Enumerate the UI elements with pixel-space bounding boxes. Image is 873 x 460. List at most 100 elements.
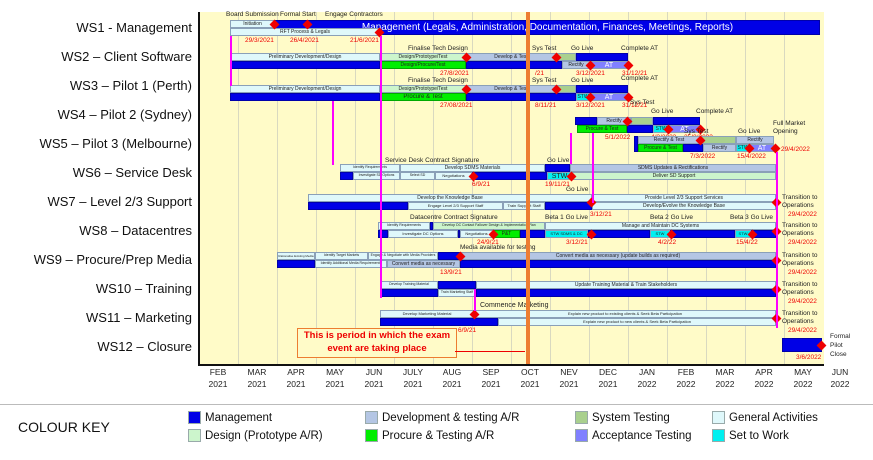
bar-mgmt bbox=[545, 164, 570, 172]
milestone-label: Go Live bbox=[566, 186, 589, 193]
bar-evolve-kb: Develop/Evolve the Knowledge Base bbox=[592, 202, 776, 210]
legend-item: Procure & Testing A/R bbox=[365, 429, 494, 442]
milestone-label: Transition to Operations bbox=[782, 194, 818, 209]
axis-tick: APR 2021 bbox=[286, 367, 306, 389]
milestone-label: Go Live bbox=[547, 157, 570, 164]
milestone-date: 29/4/2022 bbox=[788, 211, 817, 218]
bar-mgmt bbox=[466, 61, 562, 69]
gridline bbox=[628, 12, 629, 364]
bar-mgmt bbox=[634, 136, 638, 152]
milestone-date: 29/4/2022 bbox=[781, 146, 810, 153]
bar-engage-media: Engage & Negotiate with Media Providers bbox=[368, 252, 438, 260]
milestone-label: Complete AT bbox=[621, 75, 659, 82]
axis-tick: SEP 2021 bbox=[481, 367, 501, 389]
milestone-label: Transition to Operations bbox=[782, 222, 818, 237]
swatch-icon bbox=[712, 429, 725, 442]
ws-label: WS3 – Pilot 1 (Perth) bbox=[69, 78, 192, 93]
milestone-date: 3/12/21 bbox=[590, 211, 612, 218]
bar-develop-marketing: Develop Marketing Material bbox=[380, 310, 474, 318]
bar-golive bbox=[576, 53, 628, 61]
legend-title: COLOUR KEY bbox=[18, 419, 110, 435]
bar-mgmt bbox=[277, 260, 315, 268]
bar-mgmt bbox=[472, 172, 547, 180]
gantt-chart-area: Board Submission Formal Start Engage Con… bbox=[198, 11, 850, 366]
milestone-date: 5/1/2022 bbox=[605, 134, 631, 141]
swatch-icon bbox=[575, 429, 588, 442]
milestone-date: 13/9/21 bbox=[440, 269, 462, 276]
dependency-line bbox=[592, 133, 594, 203]
dependency-line bbox=[474, 289, 476, 311]
ws-label: WS9 – Procure/Prep Media bbox=[33, 252, 192, 267]
bar-provide-support: Provide Level 2/3 Support Services bbox=[592, 194, 776, 202]
milestone-date: 3/6/2022 bbox=[796, 354, 822, 361]
ws-label: WS10 – Training bbox=[95, 281, 192, 296]
bar-design-procure: Design/Procure/Test bbox=[380, 61, 466, 69]
ws-label: WS2 – Client Software bbox=[61, 49, 192, 64]
ws-label: WS4 – Pilot 2 (Sydney) bbox=[57, 107, 192, 122]
gridline bbox=[433, 12, 434, 364]
x-axis: FEB 2021 MAR 2021 APR 2021 MAY 2021 JUN 2021 … bbox=[198, 366, 850, 400]
milestone-label: Transition to Operations bbox=[782, 310, 818, 325]
bar-mgmt bbox=[378, 230, 388, 238]
colour-key: COLOUR KEY Management Development & test… bbox=[0, 404, 873, 449]
legend-item: Management bbox=[188, 411, 272, 424]
milestone-date: 8/11/21 bbox=[535, 102, 557, 109]
legend-item: General Activities bbox=[712, 411, 818, 424]
bar-mgmt bbox=[575, 117, 597, 125]
milestone-label: Commence Marketing bbox=[480, 302, 549, 309]
gridline bbox=[511, 12, 512, 364]
bar-manage-dc: Manage and Maintain DC Systems bbox=[545, 222, 776, 230]
milestone-label: Engage Contractors bbox=[325, 11, 383, 18]
bar-develop-sdms: Develop SDMS Materials bbox=[400, 164, 545, 172]
bar-mgmt bbox=[380, 289, 438, 297]
milestone-date: 29/4/2022 bbox=[788, 298, 817, 305]
bar-procure-test: Procure & Test bbox=[638, 144, 683, 152]
exam-period-annotation: This is period in which the exam event a… bbox=[297, 328, 457, 358]
bar-golive bbox=[576, 85, 628, 93]
bar-identify-requirements: Identify Requirements bbox=[378, 222, 430, 230]
bar-sdms-updates: SDMS Updates & Rectifications bbox=[570, 164, 776, 172]
gridline bbox=[394, 12, 395, 364]
milestone-label: Go Live bbox=[571, 45, 594, 52]
milestone-label: Complete AT bbox=[621, 45, 659, 52]
milestone-label: Formal Start bbox=[280, 11, 316, 18]
bar-stw-sdms: STW SDMS & DC bbox=[545, 230, 588, 238]
bar-mgmt bbox=[458, 230, 460, 238]
milestone-date: 3/12/2021 bbox=[576, 70, 605, 77]
axis-tick: MAR 2022 bbox=[715, 367, 735, 389]
axis-tick: NEV 2021 bbox=[559, 367, 579, 389]
dependency-line bbox=[380, 36, 382, 298]
swatch-icon bbox=[712, 411, 725, 424]
bar-mgmt bbox=[545, 202, 592, 210]
bar-update-training: Update Training Material & Train Stakeho… bbox=[476, 281, 776, 289]
milestone-label: Sys Test bbox=[684, 128, 709, 135]
bar-engage-staff: Engage Level 2/3 Support Staff bbox=[408, 202, 503, 210]
gridline bbox=[667, 12, 668, 364]
bar-prelim: Preliminary Development/Design bbox=[230, 53, 380, 61]
gridline bbox=[706, 12, 707, 364]
legend-item: Development & testing A/R bbox=[365, 411, 519, 424]
milestone-label: Go Live bbox=[571, 77, 594, 84]
legend-item: Set to Work bbox=[712, 429, 789, 442]
bar-train-staff: Train Support Staff bbox=[503, 202, 545, 210]
bar-identify-markets: Identify Target Markets bbox=[315, 252, 368, 260]
bar-mgmt bbox=[460, 260, 776, 268]
milestone-date: 29/4/2022 bbox=[788, 239, 817, 246]
gridline bbox=[784, 12, 785, 364]
milestone-label: Transition to Operations bbox=[782, 281, 818, 296]
milestone-date: 3/12/2021 bbox=[576, 102, 605, 109]
gridline bbox=[316, 12, 317, 364]
bar-rectify: Rectify bbox=[703, 144, 736, 152]
bar-existing-clients: Explain new product to existing clients … bbox=[474, 310, 776, 318]
bar-develop-test: Develop & Test bbox=[466, 53, 556, 61]
axis-tick: FEB 2021 bbox=[208, 367, 228, 389]
bar-new-clients: Explain new product to new clients & See… bbox=[498, 318, 776, 326]
milestone-label: Finalise Tech Design bbox=[408, 45, 468, 52]
bar-mgmt bbox=[588, 230, 650, 238]
dependency-line bbox=[332, 101, 334, 165]
milestone-label: Transition to Operations bbox=[782, 252, 818, 267]
bar-mgmt bbox=[438, 281, 476, 289]
bar-mgmt bbox=[230, 93, 380, 101]
dependency-line bbox=[570, 133, 572, 164]
bar-investigate-dc: Investigate DC Options bbox=[388, 230, 458, 238]
